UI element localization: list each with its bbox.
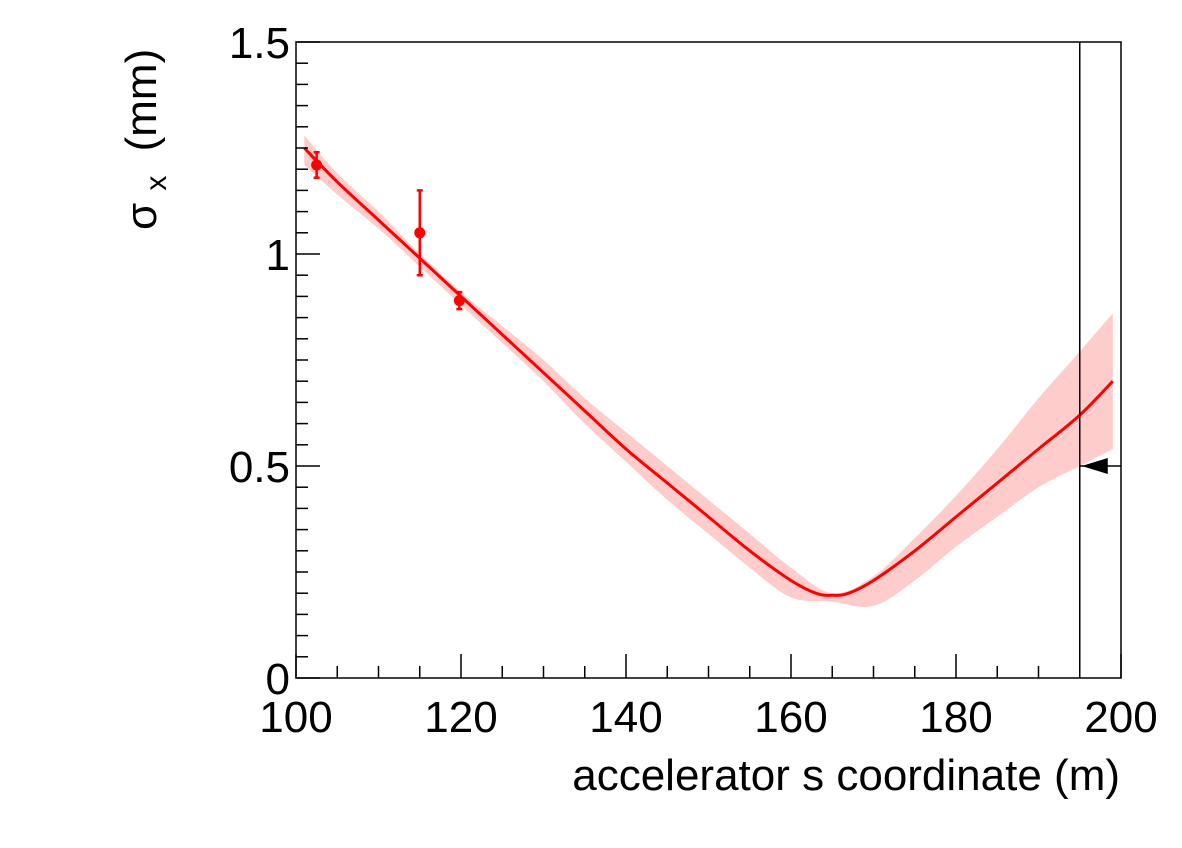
- fit-curve-layer: [303, 146, 1114, 597]
- y-tick-label: 0: [266, 655, 290, 704]
- plot-frame-layer: [295, 41, 1122, 679]
- data-points-layer: [311, 150, 465, 311]
- data-point-marker: [453, 295, 465, 307]
- x-tick-label: 200: [1084, 693, 1157, 742]
- error-band-layer: [304, 135, 1113, 607]
- axis-ticks-layer: [295, 41, 1122, 679]
- plot-frame: [295, 41, 1122, 679]
- data-point-3: [453, 290, 465, 311]
- arrow-head-icon: [1081, 458, 1108, 474]
- data-point-marker: [311, 159, 323, 171]
- marker-layer: [1079, 42, 1121, 678]
- x-tick-label: 180: [919, 693, 992, 742]
- x-tick-label: 120: [424, 693, 497, 742]
- x-tick-label: 140: [589, 693, 662, 742]
- x-axis-title: accelerator s coordinate (m): [572, 751, 1120, 800]
- y-axis-title: σ x (mm): [117, 49, 176, 230]
- fit-curve: [303, 146, 1114, 597]
- y-axis-unit: (mm): [117, 49, 166, 152]
- tick-labels-layer: 100 120 140 160 180 200 0 0.5 1 1.5: [229, 19, 1158, 742]
- y-axis-subscript: x: [140, 176, 173, 191]
- y-tick-label: 1.5: [229, 19, 290, 68]
- data-point-1: [311, 150, 323, 179]
- y-tick-label: 0.5: [229, 443, 290, 492]
- data-point-marker: [414, 227, 426, 239]
- y-axis-symbol: σ: [117, 203, 166, 230]
- data-point-2: [414, 189, 426, 277]
- error-band: [304, 135, 1113, 607]
- y-tick-label: 1: [266, 231, 290, 280]
- x-tick-label: 160: [754, 693, 827, 742]
- x-tick-label: 100: [259, 693, 332, 742]
